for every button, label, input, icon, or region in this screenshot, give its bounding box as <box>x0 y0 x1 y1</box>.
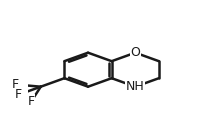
Text: F: F <box>15 88 22 101</box>
Text: F: F <box>28 95 35 108</box>
Text: F: F <box>12 78 19 91</box>
Text: O: O <box>130 46 140 59</box>
Text: NH: NH <box>126 80 145 93</box>
